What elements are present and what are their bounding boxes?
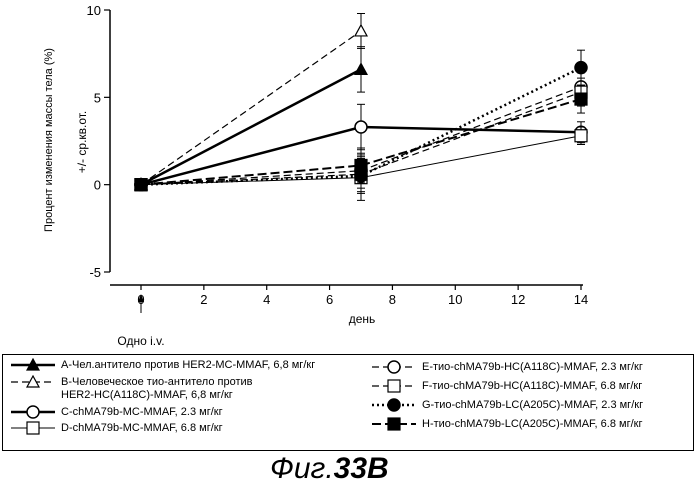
x-tick-label: 2 xyxy=(200,292,207,307)
legend-label: D-chMA79b-MC-MMAF, 6.8 мг/кг xyxy=(61,422,223,434)
legend-symbol xyxy=(370,379,418,393)
legend-marker xyxy=(388,399,400,411)
legend-symbol xyxy=(9,358,57,372)
legend-marker xyxy=(388,418,400,430)
chart-plot: -5051002468101214 Процент изменения масс… xyxy=(0,0,699,354)
legend-marker xyxy=(27,406,39,418)
legend-marker xyxy=(388,361,400,373)
legend-marker xyxy=(27,422,39,434)
y-tick-label: -5 xyxy=(89,265,101,280)
legend-label: A-Чел.антитело против HER2-MC-MMAF, 6,8 … xyxy=(61,359,315,371)
legend: A-Чел.антитело против HER2-MC-MMAF, 6,8 … xyxy=(2,354,694,451)
legend-symbol xyxy=(9,421,57,435)
legend-symbol xyxy=(370,398,418,412)
legend-label: G-тио-chMA79b-LC(A205C)-MMAF, 2.3 мг/кг xyxy=(422,399,643,411)
figure-caption: Фиг.33B xyxy=(270,452,389,486)
data-point xyxy=(575,62,587,74)
data-point xyxy=(575,130,587,142)
data-point xyxy=(575,93,587,105)
caption-number: 33B xyxy=(334,452,389,485)
x-axis-label: день xyxy=(349,312,376,326)
legend-label: C-chMA79b-MC-MMAF, 2.3 мг/кг xyxy=(61,406,223,418)
series-line xyxy=(141,31,361,185)
x-tick-label: 14 xyxy=(574,292,588,307)
legend-label: B-Человеческое тио-антитело против xyxy=(61,376,253,388)
y-tick-label: 0 xyxy=(94,178,101,193)
legend-label: F-тио-chMA79b-HC(A118C)-MMAF, 6.8 мг/кг xyxy=(422,380,642,392)
legend-symbol xyxy=(9,375,57,389)
y-axis-sublabel: +/- ср.кв.от. xyxy=(75,111,89,174)
y-tick-label: 5 xyxy=(94,90,101,105)
x-tick-label: 4 xyxy=(263,292,270,307)
legend-label: H-тио-chMA79b-LC(A205C)-MMAF, 6.8 мг/кг xyxy=(422,418,642,430)
legend-marker xyxy=(388,380,400,392)
x-tick-label: 12 xyxy=(511,292,525,307)
caption-prefix: Фиг. xyxy=(270,452,334,485)
x-tick-label: 8 xyxy=(389,292,396,307)
x-tick-label: 6 xyxy=(326,292,333,307)
dose-annotation: Одно i.v. xyxy=(117,334,164,348)
series-a xyxy=(135,47,367,190)
data-point xyxy=(355,159,367,171)
legend-label: E-тио-chMA79b-HC(A118C)-MMAF, 2.3 мг/кг xyxy=(422,361,643,373)
data-point xyxy=(355,63,367,74)
y-tick-label: 10 xyxy=(87,3,101,18)
data-point xyxy=(355,121,367,133)
series-layer xyxy=(135,13,587,200)
legend-symbol xyxy=(370,360,418,374)
y-axis-label: Процент изменения массы тела (%) xyxy=(43,48,55,232)
legend-label-line2: HER2-HC(A118C)-MMAF, 6,8 мг/кг xyxy=(61,389,233,401)
data-point xyxy=(135,179,147,191)
series-b xyxy=(135,13,367,189)
legend-symbol xyxy=(370,417,418,431)
legend-symbol xyxy=(9,405,57,419)
data-point xyxy=(355,25,367,36)
x-tick-label: 10 xyxy=(448,292,462,307)
axes: -5051002468101214 xyxy=(87,3,589,307)
